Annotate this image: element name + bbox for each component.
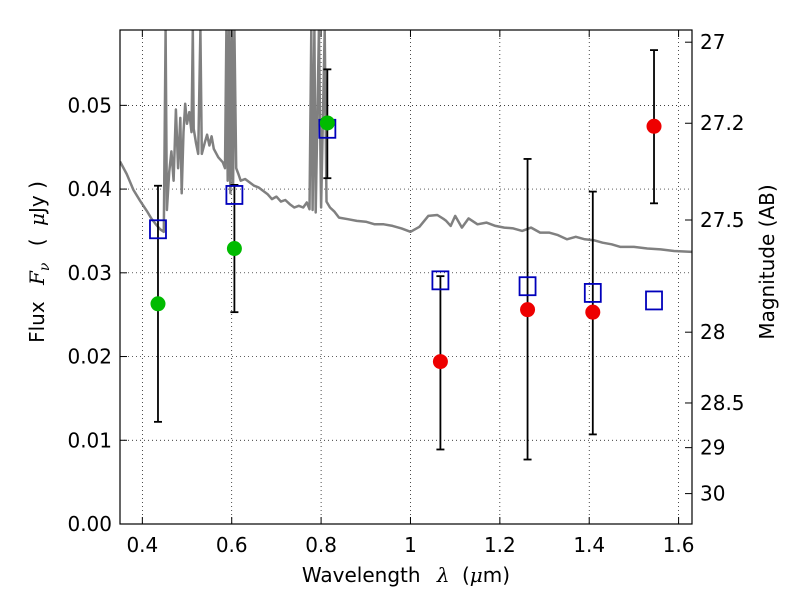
x-axis-label-mu: μ: [470, 563, 483, 587]
y2-tick-label: 27.2: [700, 111, 745, 135]
y2-tick-label: 28.5: [700, 391, 745, 415]
y-tick-label: 0.04: [67, 177, 112, 201]
x-tick-label: 1.4: [573, 533, 605, 557]
model-spectrum-line: [120, 30, 692, 254]
y2-tick-label: 30: [700, 482, 725, 506]
x-tick-label: 1.6: [663, 533, 695, 557]
observed-point: [585, 304, 601, 320]
model-square-marker: [149, 219, 167, 240]
y-tick-label: 0.01: [67, 428, 112, 452]
observed-point: [150, 296, 166, 312]
x-axis-label-open: (: [462, 563, 470, 587]
x-axis-label-unit: m): [483, 563, 510, 587]
y2-tick-label: 28: [700, 320, 725, 344]
y-tick-label: 0.03: [67, 261, 112, 285]
y-axis-label-sub: ν: [37, 262, 53, 271]
data-markers: [149, 115, 663, 370]
observed-point: [432, 354, 448, 370]
model-square-marker: [645, 290, 663, 311]
observed-point: [646, 118, 662, 134]
x-tick-label: 0.4: [126, 533, 158, 557]
y2-tick-label: 27: [700, 30, 725, 54]
x-axis-label-symbol: λ: [436, 563, 450, 587]
x-tick-label: 0.8: [305, 533, 337, 557]
y-axis-label-unit: Jy ): [25, 181, 49, 215]
x-tick-label: 1.2: [484, 533, 516, 557]
y-tick-label: 0.00: [67, 512, 112, 536]
y2-axis-label: Magnitude (AB): [755, 184, 779, 339]
y-axis-label-text: Flux: [25, 301, 49, 343]
plot-background: [120, 30, 692, 524]
y-axis-label: Flux Fν ( μJy ): [25, 181, 54, 343]
y2-tick-label: 27.5: [700, 208, 745, 232]
model-square-marker: [518, 276, 537, 297]
model-spectrum-layer: [120, 30, 692, 254]
x-tick-label: 1: [404, 533, 417, 557]
model-square-marker: [431, 270, 450, 291]
grid-lines: [120, 30, 692, 524]
observed-point: [226, 241, 242, 257]
y-axis-label-mu: μ: [25, 213, 49, 226]
observed-point: [319, 115, 335, 131]
tick-labels: 0.4 0.6 0.8 1 1.2 1.4 1.6 0.00 0.01 0.02 0.03 0.04 0…: [67, 30, 744, 557]
model-square-marker: [225, 185, 244, 205]
observed-point: [520, 302, 536, 318]
model-square-marker: [583, 283, 602, 303]
plot-frame: [119, 29, 693, 525]
axis-ticks: [120, 30, 692, 525]
x-axis-label-text: Wavelength: [302, 563, 421, 587]
y-axis-label-symbol: F: [25, 270, 49, 286]
x-tick-label: 0.6: [216, 533, 248, 557]
y-axis-label-open: (: [25, 238, 49, 246]
y2-tick-label: 29: [700, 436, 725, 460]
y-tick-label: 0.05: [67, 93, 112, 117]
y-tick-label: 0.02: [67, 345, 112, 369]
x-axis-label: Wavelength λ (μm): [302, 563, 510, 587]
